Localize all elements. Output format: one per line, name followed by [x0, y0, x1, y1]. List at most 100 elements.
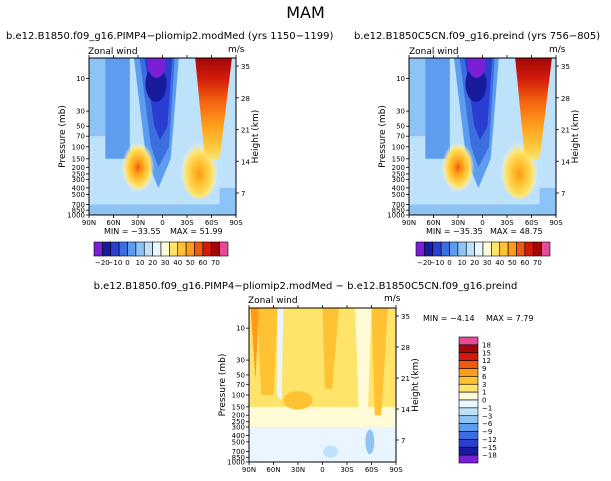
- y2-axis-title: Height (km): [251, 110, 261, 164]
- diff-sh-weak: [355, 308, 372, 428]
- colorbar-label: 6: [482, 373, 487, 381]
- colorbar-label: −12: [482, 436, 497, 444]
- colorbar-label: −9: [482, 428, 492, 436]
- diff-nh-neg: [276, 308, 284, 401]
- y-tick-label: 250: [72, 170, 85, 178]
- min-label-top-left: MIN = −33.55: [104, 227, 161, 236]
- field-surface-band: [89, 204, 236, 215]
- colorbar-swatch: [458, 423, 479, 432]
- field-polar-jet: [515, 58, 552, 159]
- y-tick-label: 70: [396, 133, 405, 141]
- colorbar-swatch: [118, 241, 128, 257]
- y-tick-label: 700: [72, 201, 85, 209]
- field-label-top-left: Zonal wind: [88, 47, 138, 57]
- heatmap-top-left: [86, 55, 239, 218]
- y-tick-label: 300: [232, 424, 245, 432]
- colorbar-swatch: [458, 368, 479, 377]
- colorbar-swatch: [458, 454, 479, 464]
- field-sh-surface: [539, 187, 556, 215]
- colorbar-label: −20: [95, 259, 110, 267]
- diff-eq-pos: [322, 308, 339, 389]
- colorbar-label: −10: [430, 259, 445, 267]
- y2-tick-label: 28: [241, 95, 250, 103]
- y-tick-label: 1000: [387, 212, 405, 220]
- y-tick-label: 1000: [227, 459, 245, 467]
- y-tick-label: 100: [232, 392, 245, 400]
- colorbar-swatch: [458, 446, 479, 456]
- colorbar-diff: [458, 336, 479, 464]
- y-tick-label: 700: [232, 448, 245, 456]
- colorbar-swatch: [169, 241, 179, 257]
- y-tick-label: 10: [236, 325, 245, 333]
- y-tick-label: 200: [72, 164, 85, 172]
- x-tick-label: 90N: [82, 219, 96, 227]
- colorbar-label: −20: [417, 259, 432, 267]
- colorbar-swatch: [102, 241, 112, 257]
- colorbar-swatch: [424, 241, 434, 257]
- y-tick-label: 150: [72, 155, 85, 163]
- colorbar-swatch: [491, 241, 501, 257]
- field-jet-nh: [121, 142, 155, 193]
- units-label-top-right: m/s: [549, 45, 566, 55]
- units-label-bottom: m/s: [384, 294, 401, 304]
- colorbar-swatch: [458, 407, 479, 417]
- colorbar-swatch: [127, 241, 137, 257]
- y-tick-label: 250: [392, 170, 405, 178]
- colorbar-swatch: [202, 241, 212, 257]
- units-label-top-left: m/s: [228, 45, 245, 55]
- y2-tick-label: 7: [241, 190, 245, 198]
- y2-tick-label: 7: [401, 437, 405, 445]
- colorbar-swatch: [474, 241, 484, 257]
- colorbar-label: 10: [136, 259, 145, 267]
- colorbar-label: −3: [482, 412, 492, 420]
- x-tick-label: 90S: [389, 466, 403, 474]
- colorbar-label: 40: [495, 259, 504, 267]
- colorbar-swatch: [541, 241, 551, 257]
- colorbar-swatch: [532, 241, 542, 257]
- y-tick-label: 100: [392, 143, 405, 151]
- colorbar-label: −6: [482, 420, 493, 428]
- y2-tick-label: 21: [561, 127, 570, 135]
- x-tick-label: 0: [320, 466, 324, 474]
- field-label-top-right: Zonal wind: [409, 47, 459, 57]
- min-label-bottom: MIN = −4.14: [423, 314, 475, 323]
- y2-tick-label: 14: [241, 158, 250, 166]
- colorbar-swatch: [458, 399, 479, 409]
- colorbar-swatch: [194, 241, 204, 257]
- colorbar-swatch: [110, 241, 120, 257]
- colorbar-swatch: [458, 376, 479, 385]
- colorbar-top: [415, 241, 551, 257]
- y-tick-label: 400: [392, 184, 405, 192]
- y-tick-label: 250: [232, 418, 245, 426]
- y-tick-label: 30: [76, 108, 85, 116]
- colorbar-swatch: [415, 241, 425, 257]
- y-tick-label: 850: [232, 454, 245, 462]
- colorbar-label: 9: [482, 365, 486, 373]
- colorbar-label: 50: [508, 259, 517, 267]
- colorbar-swatch: [135, 241, 145, 257]
- y2-tick-label: 7: [561, 190, 565, 198]
- x-tick-label: 30N: [451, 219, 465, 227]
- colorbar-label: 1: [482, 389, 486, 397]
- colorbar-swatch: [516, 241, 526, 257]
- heatmap-top-right: [406, 55, 559, 218]
- heatmap-bottom-diff: [246, 305, 399, 465]
- x-tick-label: 60N: [106, 219, 120, 227]
- colorbar-swatch: [458, 383, 479, 393]
- field-label-bottom: Zonal wind: [248, 296, 298, 306]
- x-tick-label: 90S: [229, 219, 243, 227]
- colorbar-swatch: [152, 241, 162, 257]
- field-nh-strat-inner: [425, 58, 450, 159]
- x-tick-label: 60N: [266, 466, 280, 474]
- y-tick-label: 500: [392, 191, 405, 199]
- y-tick-label: 200: [232, 412, 245, 420]
- y-tick-label: 700: [392, 201, 405, 209]
- diff-eq-neg: [323, 445, 339, 458]
- colorbar-label: 10: [458, 259, 467, 267]
- field-easterly-max: [467, 58, 486, 78]
- min-label-top-right: MIN = −35.35: [426, 227, 483, 236]
- max-label-bottom: MAX = 7.79: [486, 314, 534, 323]
- colorbar-label: 50: [186, 259, 195, 267]
- y2-axis-title: Height (km): [571, 110, 581, 164]
